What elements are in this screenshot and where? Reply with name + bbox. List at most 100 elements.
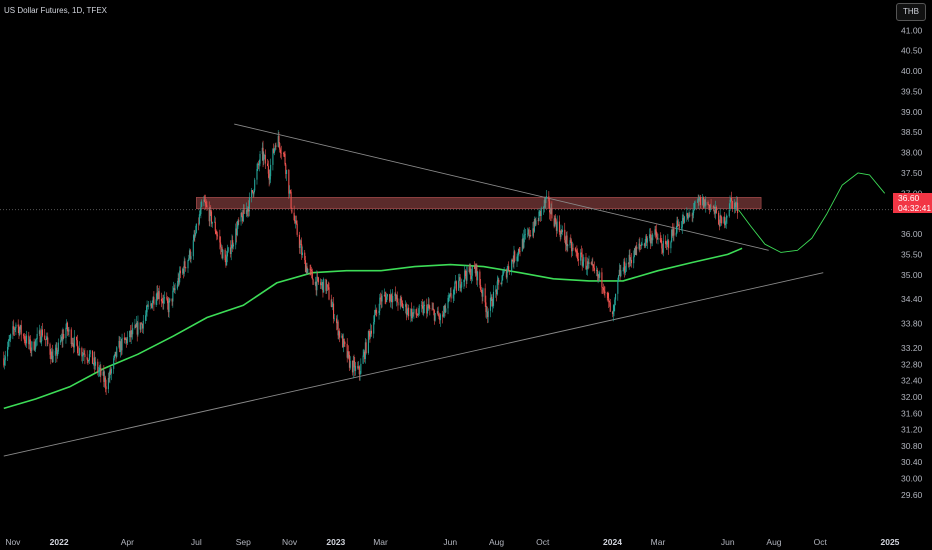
candle-body [126,337,128,344]
y-tick-label: 38.00 [901,148,923,158]
candle-body [188,250,191,259]
candle-body [254,179,256,191]
candle-body [232,244,235,247]
candle-body [420,305,423,307]
x-tick-label: 2024 [603,537,622,547]
candle-body [508,270,510,271]
candle-body [432,308,434,310]
candle-body [110,368,112,374]
price-axis[interactable]: 41.00 40.50 40.00 39.50 39.00 38.50 38.00 37.50… [901,25,923,499]
candle-body [82,355,84,357]
candle-body [454,282,456,289]
moving-average-line[interactable] [3,247,743,410]
y-tick-label: 41.00 [901,25,923,35]
candle-body [173,287,175,291]
candle-body [129,330,131,338]
candle-body [641,243,643,246]
candle-body [385,296,387,303]
candle-body [590,262,592,265]
currency-button[interactable]: THB [896,3,926,21]
x-tick-label: Oct [536,537,550,547]
candle-body [320,283,322,286]
candle-body [125,338,127,340]
candle-body [347,351,349,358]
candle-body [179,270,181,274]
y-tick-label: 38.50 [901,127,923,137]
candle-body [135,322,138,328]
candle-body [235,228,238,236]
candle-body [338,331,340,336]
candle-body [468,266,470,273]
candle-body [470,268,472,280]
candle-body [426,304,428,314]
candle-body [596,269,598,277]
candle-body [498,279,500,283]
candle-body [561,229,564,233]
candle-body [439,316,441,321]
candle-body [263,155,265,161]
candle-body [214,221,216,232]
candle-body [118,340,120,348]
candle-body [703,199,705,208]
candle-body [680,227,683,229]
candle-body [618,275,620,281]
candle-body [566,235,568,247]
candle-body [360,363,362,374]
candle-body [713,207,715,208]
candle-body [402,306,404,309]
candle-body [270,164,272,177]
candle-body [575,250,577,252]
time-axis[interactable]: Nov 2022 Apr Jul Sep Nov 2023 Mar Jun Aug Oct 2024 M… [5,537,899,547]
candle-body [290,191,292,209]
candle-body [147,305,149,307]
candle-body [623,261,625,271]
candle-body [113,358,115,369]
candle-body [79,348,81,355]
candle-body [311,269,313,272]
candle-body [673,228,675,236]
candle-body [474,268,476,274]
candle-body [105,386,107,390]
candle-body [93,357,95,364]
candle-body [299,244,301,248]
chart-pane[interactable] [0,0,893,536]
candle-body [581,254,583,266]
candle-body [373,314,376,322]
trendline-ascending[interactable] [3,272,824,457]
candle-body [517,249,520,256]
candle-body [597,274,599,277]
candle-body [211,221,213,224]
candle-body [264,155,266,164]
candle-body [433,310,435,321]
candle-body [593,264,595,268]
candle-body [455,281,457,283]
candle-body [675,232,677,236]
candle-body [708,204,710,206]
candle-body [291,208,293,213]
x-tick-label: 2025 [881,537,900,547]
candle-body [379,297,382,299]
trendline-descending[interactable] [234,123,769,251]
candle-body [508,266,510,271]
candle-body [357,365,359,369]
candle-body [108,377,110,379]
candle-body [54,350,56,356]
candle-body [583,257,585,262]
candle-body [97,361,99,372]
candle-body [192,240,194,257]
candle-body [719,215,721,227]
candle-body [564,240,567,245]
candle-body [433,308,435,311]
projection-path[interactable] [738,172,886,253]
candle-body [439,314,441,321]
candle-body [114,351,116,355]
resistance-zone[interactable] [196,197,762,210]
candle-body [530,235,532,236]
candle-body [625,263,627,272]
x-tick-label: Oct [814,537,828,547]
candle-body [103,371,105,382]
candle-body [427,304,429,307]
candle-body [487,310,489,318]
candle-body [262,147,264,161]
